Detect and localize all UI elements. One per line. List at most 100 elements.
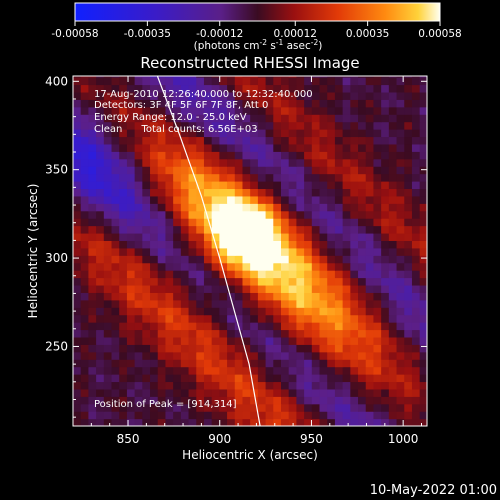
- heatmap-cell: [319, 91, 328, 100]
- heatmap-cell: [80, 203, 89, 212]
- heatmap-cell: [334, 158, 344, 167]
- heatmap-cell: [250, 255, 259, 264]
- heatmap-cell: [304, 121, 313, 130]
- heatmap-cell: [273, 284, 282, 293]
- heatmap-cell: [227, 225, 236, 234]
- heatmap-cell: [273, 403, 282, 412]
- heatmap-cell: [203, 329, 213, 338]
- heatmap-cell: [173, 151, 182, 160]
- heatmap-cell: [96, 322, 105, 331]
- heatmap-cell: [288, 366, 297, 375]
- heatmap-cell: [165, 232, 174, 241]
- heatmap-cell: [411, 247, 421, 256]
- heatmap-cell: [227, 84, 236, 93]
- heatmap-cell: [188, 247, 197, 256]
- heatmap-cell: [119, 195, 128, 204]
- heatmap-cell: [103, 403, 113, 412]
- heatmap-cell: [257, 381, 267, 390]
- heatmap-cell: [419, 247, 427, 256]
- heatmap-cell: [203, 299, 213, 308]
- heatmap-cell: [365, 322, 375, 331]
- heatmap-cell: [250, 121, 259, 130]
- heatmap-cell: [281, 299, 290, 308]
- x-tick-label: 850: [117, 432, 140, 446]
- heatmap-cell: [296, 84, 305, 93]
- heatmap-cell: [281, 336, 290, 345]
- heatmap-cell: [296, 240, 305, 249]
- heatmap-cell: [327, 106, 336, 115]
- heatmap-cell: [203, 284, 213, 293]
- heatmap-cell: [342, 418, 351, 426]
- heatmap-cell: [157, 270, 167, 279]
- heatmap-cell: [150, 188, 159, 197]
- heatmap-cell: [373, 284, 382, 293]
- heatmap-cell: [73, 114, 82, 123]
- heatmap-cell: [150, 247, 159, 256]
- heatmap-cell: [96, 299, 105, 308]
- heatmap-cell: [88, 129, 97, 138]
- heatmap-cell: [365, 114, 375, 123]
- heatmap-cell: [388, 359, 398, 368]
- heatmap-cell: [265, 381, 274, 390]
- heatmap-cell: [381, 336, 390, 345]
- heatmap-cell: [96, 388, 105, 397]
- colorbar-tick-label: 0.00012: [274, 28, 317, 40]
- heatmap-cell: [103, 381, 113, 390]
- heatmap-cell: [188, 344, 197, 353]
- heatmap-cell: [157, 195, 167, 204]
- heatmap-cell: [219, 314, 228, 323]
- heatmap-cell: [134, 232, 143, 241]
- heatmap-cell: [396, 91, 405, 100]
- heatmap-cell: [203, 151, 213, 160]
- heatmap-cell: [80, 151, 89, 160]
- heatmap-cell: [404, 91, 413, 100]
- heatmap-cell: [327, 277, 336, 286]
- heatmap-cell: [311, 351, 321, 360]
- heatmap-cell: [365, 359, 375, 368]
- heatmap-cell: [365, 329, 375, 338]
- heatmap-cell: [311, 158, 321, 167]
- heatmap-cell: [173, 77, 182, 86]
- heatmap-cell: [350, 322, 359, 331]
- heatmap-cell: [381, 314, 390, 323]
- heatmap-cell: [265, 76, 274, 78]
- heatmap-cell: [319, 77, 328, 86]
- heatmap-cell: [288, 173, 297, 182]
- heatmap-cell: [304, 307, 313, 316]
- heatmap-cell: [196, 181, 205, 190]
- info-line-clean: Clean Total counts: 6.56E+03: [94, 124, 258, 135]
- heatmap-cell: [350, 374, 359, 383]
- heatmap-cell: [358, 166, 367, 175]
- heatmap-cell: [157, 218, 167, 227]
- heatmap-cell: [180, 314, 190, 323]
- heatmap-cell: [350, 232, 359, 241]
- heatmap-cell: [203, 307, 213, 316]
- heatmap-cell: [288, 411, 297, 420]
- heatmap-cell: [404, 84, 413, 93]
- heatmap-cell: [373, 403, 382, 412]
- heatmap-cell: [203, 203, 213, 212]
- heatmap-cell: [119, 403, 128, 412]
- heatmap-cell: [196, 99, 205, 108]
- heatmap-cell: [111, 284, 120, 293]
- heatmap-cell: [211, 322, 220, 331]
- heatmap-cell: [142, 351, 151, 360]
- heatmap-cell: [211, 151, 220, 160]
- x-tick-label: 950: [300, 432, 323, 446]
- heatmap-cell: [388, 188, 398, 197]
- heatmap-cell: [96, 329, 105, 338]
- heatmap-cell: [257, 374, 267, 383]
- heatmap-cell: [165, 91, 174, 100]
- heatmap-cell: [288, 99, 297, 108]
- heatmap-cell: [211, 114, 220, 123]
- heatmap-cell: [411, 151, 421, 160]
- heatmap-cell: [350, 411, 359, 420]
- heatmap-cell: [203, 262, 213, 271]
- heatmap-cell: [211, 129, 220, 138]
- heatmap-cell: [80, 396, 89, 405]
- heatmap-cell: [388, 299, 398, 308]
- heatmap-cell: [396, 181, 405, 190]
- heatmap-cell: [273, 262, 282, 271]
- heatmap-cell: [119, 77, 128, 86]
